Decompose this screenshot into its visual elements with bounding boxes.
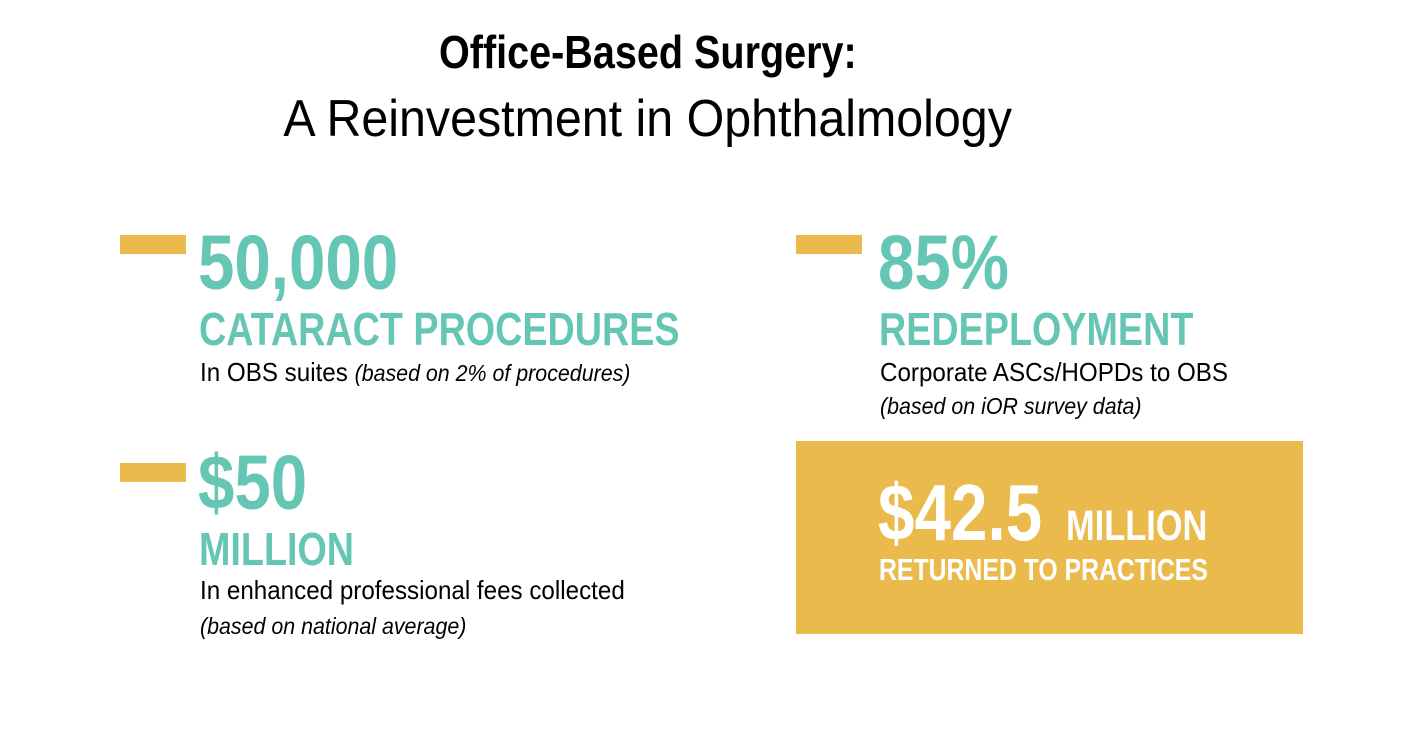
- stat-note: (based on iOR survey data): [880, 393, 1142, 419]
- stat-note: (based on national average): [200, 613, 467, 639]
- stat-desc-text: Corporate ASCs/HOPDs to OBS: [880, 357, 1229, 387]
- title-line-2: A Reinvestment in Ophthalmology: [0, 93, 1296, 145]
- stat-label: REDEPLOYMENT: [879, 303, 1194, 355]
- stat-description: In OBS suites (based on 2% of procedures…: [200, 359, 630, 385]
- title-subtitle: A Reinvestment in Ophthalmology: [283, 90, 1013, 148]
- highlight-label: RETURNED TO PRACTICES: [879, 552, 1208, 587]
- stat-desc-text: In OBS suites: [200, 357, 348, 387]
- accent-bar: [796, 235, 862, 254]
- accent-bar: [120, 235, 186, 254]
- highlight-value: $42.5: [878, 468, 1043, 557]
- title-line-1: Office-Based Surgery:: [0, 29, 1296, 75]
- highlight-unit: MILLION: [1066, 502, 1208, 550]
- stat-desc-text: In enhanced professional fees collected: [200, 575, 625, 605]
- stat-value: 50,000: [198, 220, 399, 306]
- title-main: Office-Based Surgery:: [439, 26, 857, 78]
- stat-label: CATARACT PROCEDURES: [199, 303, 680, 355]
- stat-value: $50: [198, 440, 308, 526]
- stat-label: MILLION: [199, 523, 355, 575]
- highlight-box: [796, 441, 1303, 634]
- stat-value: 85%: [878, 220, 1010, 306]
- stat-note: (based on 2% of procedures): [354, 360, 631, 386]
- accent-bar: [120, 463, 186, 482]
